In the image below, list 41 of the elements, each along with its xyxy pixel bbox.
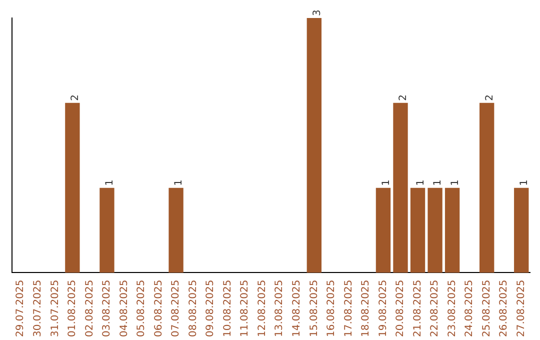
x-tick-label: 08.08.2025 bbox=[188, 280, 199, 338]
data-label: 1 bbox=[432, 179, 444, 186]
x-tick-label: 04.08.2025 bbox=[118, 280, 130, 338]
data-label: 1 bbox=[518, 179, 530, 186]
x-tick-label: 03.08.2025 bbox=[102, 280, 113, 338]
x-tick-label: 22.08.2025 bbox=[430, 280, 441, 338]
x-tick-label: 13.08.2025 bbox=[274, 280, 286, 338]
x-tick-label: 27.08.2025 bbox=[516, 280, 527, 338]
data-label: 1 bbox=[104, 179, 116, 186]
x-tick-label: 12.08.2025 bbox=[256, 280, 268, 338]
x-tick-label: 24.08.2025 bbox=[464, 280, 476, 338]
x-tick-label: 17.08.2025 bbox=[343, 280, 354, 338]
x-tick-label: 14.08.2025 bbox=[291, 280, 302, 338]
x-tick-label: 30.07.2025 bbox=[32, 280, 44, 338]
data-label: 1 bbox=[415, 179, 426, 186]
x-tick-label: 25.08.2025 bbox=[481, 280, 492, 338]
data-label: 2 bbox=[398, 94, 410, 101]
x-tick-label: 05.08.2025 bbox=[136, 280, 148, 338]
x-tick-label: 31.07.2025 bbox=[50, 280, 61, 338]
x-tick-label: 23.08.2025 bbox=[446, 280, 458, 338]
data-label: 3 bbox=[312, 10, 323, 16]
data-label: 2 bbox=[70, 94, 82, 101]
data-label: 1 bbox=[380, 179, 392, 186]
x-tick-label: 06.08.2025 bbox=[153, 280, 164, 338]
data-label: 1 bbox=[450, 179, 461, 186]
x-tick-label: 16.08.2025 bbox=[326, 280, 338, 338]
x-tick-label: 15.08.2025 bbox=[308, 280, 320, 338]
x-tick-label: 07.08.2025 bbox=[170, 280, 182, 338]
data-label: 2 bbox=[484, 94, 496, 101]
x-tick-label: 01.08.2025 bbox=[67, 280, 78, 338]
data-label: 1 bbox=[174, 179, 185, 186]
x-tick-label: 02.08.2025 bbox=[84, 280, 96, 338]
x-tick-label: 10.08.2025 bbox=[222, 280, 234, 338]
x-tick-label: 29.07.2025 bbox=[15, 280, 26, 338]
x-tick-label: 09.08.2025 bbox=[205, 280, 216, 338]
x-tick-label: 21.08.2025 bbox=[412, 280, 424, 338]
x-tick-label: 18.08.2025 bbox=[360, 280, 372, 338]
x-tick-label: 26.08.2025 bbox=[498, 280, 510, 338]
x-tick-label: 20.08.2025 bbox=[395, 280, 406, 338]
x-tick-label: 19.08.2025 bbox=[378, 280, 389, 338]
x-tick-label: 11.08.2025 bbox=[240, 280, 251, 338]
